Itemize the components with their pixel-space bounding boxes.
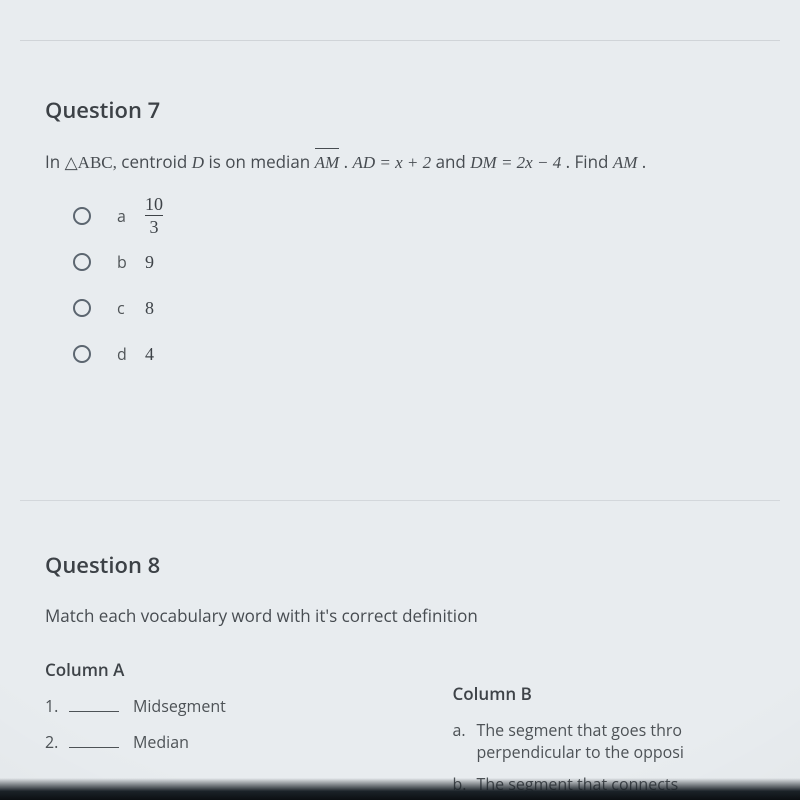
radio-icon[interactable] (73, 253, 91, 271)
answer-blank[interactable] (69, 695, 119, 712)
match-term: Midsegment (133, 695, 373, 717)
choice-letter: c (117, 297, 145, 319)
find-am: AM (613, 153, 638, 172)
stem-text: . (642, 150, 646, 173)
radio-icon[interactable] (73, 207, 91, 225)
equation-dm: DM = 2x − 4 (470, 153, 561, 172)
column-a-head: Column A (45, 658, 373, 681)
choice-d-row[interactable]: d 4 (73, 334, 780, 374)
choice-letter: a (117, 205, 145, 227)
match-number: 1. (45, 695, 69, 717)
stem-text: In (45, 150, 65, 173)
question-8-block: Question 8 Match each vocabulary word wi… (45, 550, 780, 800)
choice-value: 10 3 (145, 195, 163, 236)
choice-letter: b (117, 251, 145, 273)
question-7-stem: In △ABC, centroid D is on median AM . AD… (45, 147, 780, 177)
choice-c-row[interactable]: c 8 (73, 288, 780, 328)
choice-value: 4 (145, 344, 154, 365)
radio-icon[interactable] (73, 345, 91, 363)
choice-a-row[interactable]: a 10 3 (73, 195, 780, 236)
radio-icon[interactable] (73, 299, 91, 317)
choice-letter: d (117, 343, 145, 365)
question-7-title: Question 7 (45, 95, 780, 125)
match-a-row-2[interactable]: 2. Median (45, 731, 373, 753)
question-7-choices: a 10 3 b 9 c 8 d 4 (73, 195, 780, 374)
stem-text: is on median (208, 150, 314, 173)
definition-letter: a. (453, 719, 477, 741)
question-8-stem: Match each vocabulary word with it's cor… (45, 602, 780, 630)
fraction: 10 3 (145, 195, 163, 236)
stem-text: . Find (566, 150, 613, 173)
centroid-d: D (192, 153, 204, 172)
equation-ad: AD = x + 2 (352, 153, 431, 172)
triangle-abc: △ABC, (65, 153, 117, 172)
question-8-title: Question 8 (45, 550, 780, 580)
match-a-row-1[interactable]: 1. Midsegment (45, 695, 373, 717)
match-number: 2. (45, 731, 69, 753)
choice-value: 8 (145, 298, 154, 319)
segment-am-overline: AM (315, 147, 340, 177)
fraction-numerator: 10 (145, 195, 163, 215)
match-b-row-a: a. The segment that goes thro perpendicu… (453, 719, 781, 763)
definition-line: perpendicular to the opposi (477, 741, 684, 763)
question-7-block: Question 7 In △ABC, centroid D is on med… (45, 95, 780, 380)
stem-text: centroid (121, 150, 191, 173)
definition-line: The segment that goes thro (477, 719, 683, 741)
answer-blank[interactable] (69, 731, 119, 748)
top-divider (20, 40, 780, 41)
fraction-denominator: 3 (150, 216, 159, 236)
stem-text: and (436, 150, 471, 173)
question-divider (20, 500, 780, 501)
column-b-head: Column B (453, 682, 781, 705)
choice-b-row[interactable]: b 9 (73, 242, 780, 282)
match-term: Median (133, 731, 373, 753)
screen-edge-glare (0, 778, 800, 800)
definition-text: The segment that goes thro perpendicular… (477, 719, 781, 763)
choice-value: 9 (145, 252, 154, 273)
